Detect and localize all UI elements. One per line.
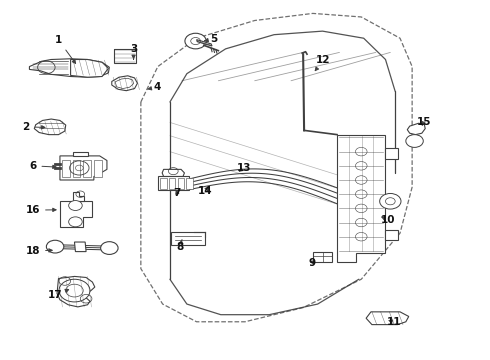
Circle shape [380,193,401,209]
Text: 9: 9 [308,258,316,268]
Polygon shape [162,169,184,176]
Text: 15: 15 [417,117,432,126]
Text: 8: 8 [176,239,183,252]
Text: 2: 2 [23,122,45,132]
Text: 5: 5 [204,34,217,44]
Polygon shape [60,201,93,227]
Polygon shape [337,135,386,262]
Bar [83,160,91,177]
Bar [73,160,80,177]
Circle shape [100,242,118,255]
Polygon shape [172,233,205,244]
Polygon shape [196,40,212,46]
Text: 16: 16 [25,205,56,215]
Text: 7: 7 [173,189,181,198]
Polygon shape [366,312,409,325]
Text: 6: 6 [29,161,56,171]
Polygon shape [29,59,109,77]
Circle shape [69,217,82,227]
Bar [186,178,193,189]
Polygon shape [57,276,95,307]
Circle shape [406,135,423,147]
Text: 4: 4 [147,82,161,92]
Polygon shape [158,176,189,190]
Polygon shape [74,242,86,252]
Polygon shape [114,49,136,63]
Text: 1: 1 [55,35,75,63]
Bar [62,160,70,177]
Circle shape [47,240,64,253]
Bar [169,178,175,189]
Text: 18: 18 [25,246,52,256]
Text: 12: 12 [315,55,331,71]
Polygon shape [73,192,84,201]
Polygon shape [386,230,397,240]
Text: 17: 17 [48,289,69,300]
Bar [94,160,101,177]
Polygon shape [112,76,138,91]
Text: 13: 13 [237,163,251,172]
Circle shape [69,201,82,211]
Circle shape [59,279,90,302]
Text: 10: 10 [381,215,395,225]
Polygon shape [407,123,425,135]
Polygon shape [34,119,66,135]
Text: 14: 14 [198,186,213,195]
Text: 11: 11 [387,318,401,328]
Polygon shape [71,59,108,77]
Polygon shape [60,156,107,180]
Polygon shape [73,152,88,156]
Bar [160,178,167,189]
Text: 3: 3 [130,44,137,59]
Polygon shape [313,252,332,262]
Bar [178,178,184,189]
Polygon shape [386,148,397,159]
Circle shape [185,33,206,49]
